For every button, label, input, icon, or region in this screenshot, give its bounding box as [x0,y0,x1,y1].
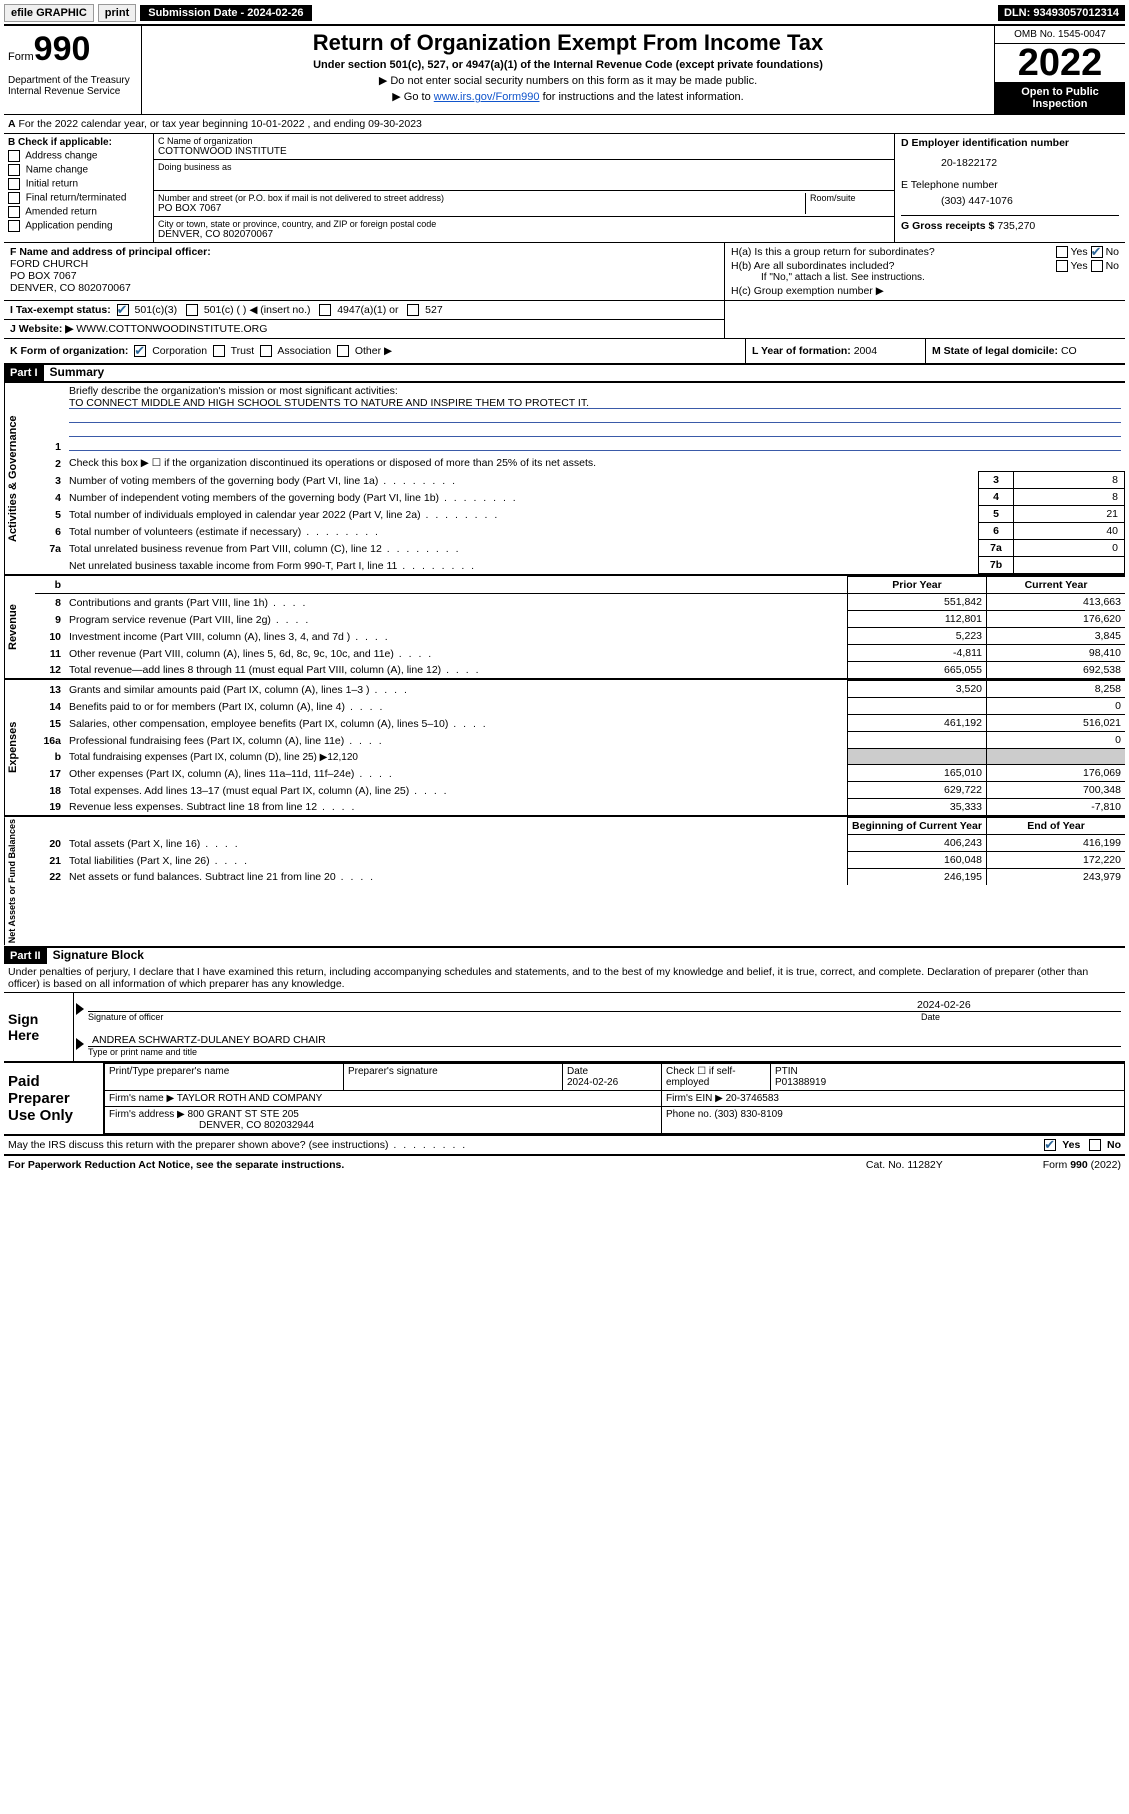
city-state-zip: DENVER, CO 802070067 [158,229,890,240]
street-address: PO BOX 7067 [158,203,801,214]
col-b: B Check if applicable: Address change Na… [4,134,154,242]
ha-no-checkbox[interactable] [1091,246,1103,258]
col-d: D Employer identification number 20-1822… [895,134,1125,242]
paid-preparer-block: Paid Preparer Use Only Print/Type prepar… [4,1061,1125,1136]
signature-declaration: Under penalties of perjury, I declare th… [4,964,1125,992]
501c3-checkbox[interactable] [117,304,129,316]
phone: (303) 447-1076 [901,191,1119,215]
note-2: ▶ Go to www.irs.gov/Form990 for instruct… [146,90,990,103]
footer: For Paperwork Reduction Act Notice, see … [4,1156,1125,1174]
gross-receipts: 735,270 [997,220,1035,232]
efile-link[interactable]: efile GRAPHIC [4,4,94,22]
part-ii-header: Part IISignature Block [4,948,1125,964]
section-governance: Activities & Governance 1 Briefly descri… [4,381,1125,574]
ha-yes-checkbox[interactable] [1056,246,1068,258]
form-header: Form990 Department of the Treasury Inter… [4,24,1125,114]
sig-date-value: 2024-02-26 [917,999,1117,1011]
top-bar: efile GRAPHIC print Submission Date - 20… [4,4,1125,22]
row-j: J Website: ▶ WWW.COTTONWOODINSTITUTE.ORG [4,319,724,338]
org-name: COTTONWOOD INSTITUTE [158,146,890,157]
section-revenue: Revenue b Prior YearCurrent Year 8Contri… [4,574,1125,678]
section-expenses: Expenses 13Grants and similar amounts pa… [4,678,1125,815]
website: WWW.COTTONWOODINSTITUTE.ORG [76,323,267,335]
dept-label: Department of the Treasury Internal Reve… [8,75,137,97]
dln: DLN: 93493057012314 [998,5,1125,21]
note-1: ▶ Do not enter social security numbers o… [146,74,990,87]
discuss-no-checkbox[interactable] [1089,1139,1101,1151]
firm-phone: (303) 830-8109 [714,1109,782,1120]
form-number: 990 [34,30,91,68]
print-link[interactable]: print [98,4,136,22]
ein: 20-1822172 [901,149,1119,179]
year-formation: 2004 [854,345,877,357]
discuss-yes-checkbox[interactable] [1044,1139,1056,1151]
open-inspection: Open to Public Inspection [995,82,1125,114]
officer-name-title: ANDREA SCHWARTZ-DULANEY BOARD CHAIR [92,1034,326,1046]
col-c: C Name of organization COTTONWOOD INSTIT… [154,134,895,242]
corp-checkbox[interactable] [134,345,146,357]
instructions-link[interactable]: www.irs.gov/Form990 [434,91,540,103]
ptin: P01388919 [775,1077,826,1088]
discuss-row: May the IRS discuss this return with the… [4,1136,1125,1154]
officer-name: FORD CHURCH [10,258,88,270]
hb-no-checkbox[interactable] [1091,260,1103,272]
part-i-header: Part ISummary [4,365,1125,381]
form-label: Form [8,51,34,63]
firm-ein: 20-3746583 [726,1093,779,1104]
row-a: A For the 2022 calendar year, or tax yea… [4,114,1125,133]
tax-year: 2022 [995,44,1125,82]
firm-address: 800 GRANT ST STE 205 [188,1109,299,1120]
section-net-assets: Net Assets or Fund Balances Beginning of… [4,815,1125,947]
sign-here-block: Sign Here 2024-02-26 Signature of office… [4,992,1125,1061]
form-subtitle: Under section 501(c), 527, or 4947(a)(1)… [146,59,990,71]
row-i: I Tax-exempt status: 501(c)(3) 501(c) ( … [4,301,724,319]
row-klm: K Form of organization: Corporation Trus… [4,338,1125,365]
mission-text: TO CONNECT MIDDLE AND HIGH SCHOOL STUDEN… [69,397,1121,409]
state-domicile: CO [1061,345,1077,357]
hb-yes-checkbox[interactable] [1056,260,1068,272]
section-bcd: B Check if applicable: Address change Na… [4,133,1125,242]
row-f-h: F Name and address of principal officer:… [4,242,1125,300]
submission-date: Submission Date - 2024-02-26 [140,5,311,21]
firm-name: TAYLOR ROTH AND COMPANY [177,1093,323,1104]
form-title: Return of Organization Exempt From Incom… [146,30,990,56]
